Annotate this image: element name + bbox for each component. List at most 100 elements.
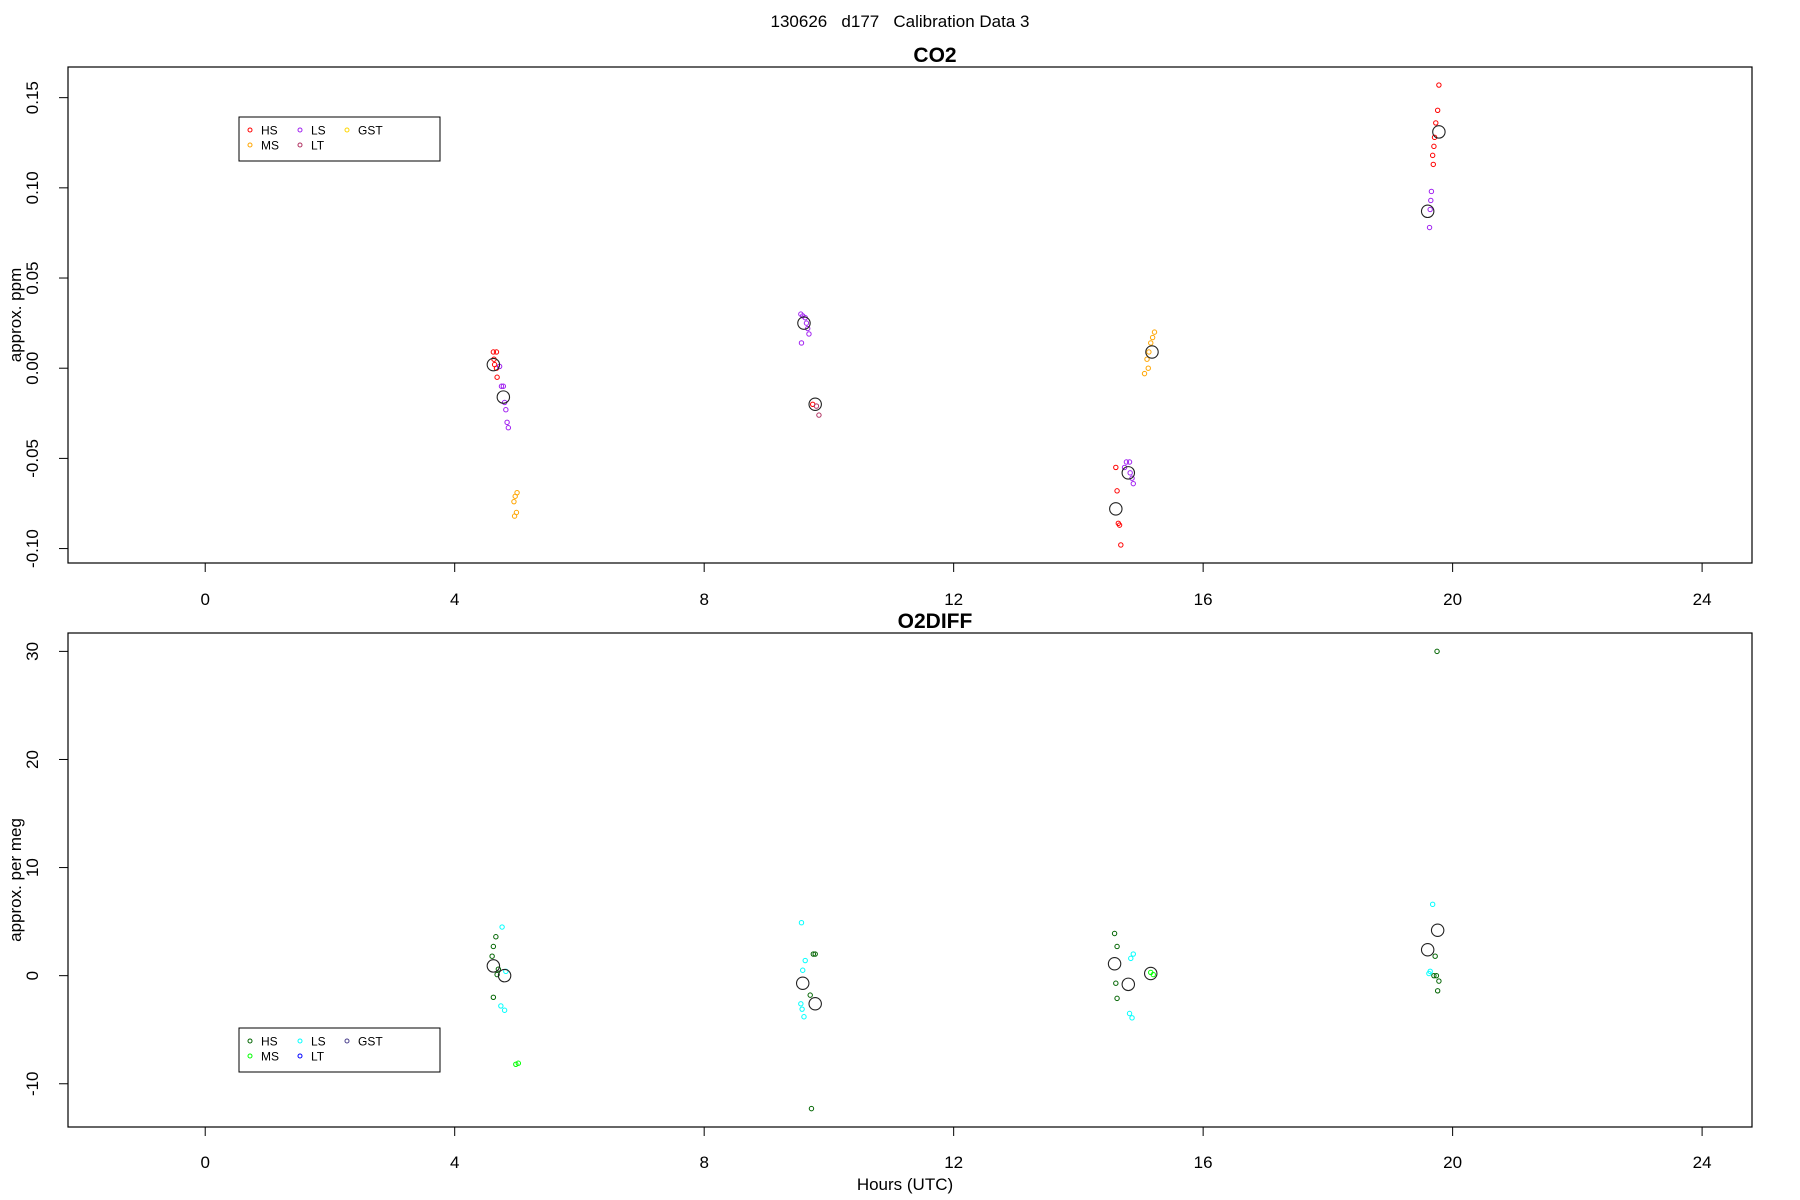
data-point <box>495 966 502 972</box>
legend-label: MS <box>261 139 279 153</box>
mean-marker <box>1121 977 1136 992</box>
data-point <box>1436 978 1442 984</box>
mean-marker <box>497 968 512 983</box>
data-point <box>1127 470 1133 476</box>
data-point <box>500 383 507 389</box>
x-tick-label: 0 <box>200 1153 209 1172</box>
x-tick-label: 16 <box>1194 1153 1213 1172</box>
legend-marker <box>344 1038 350 1044</box>
data-point <box>1150 971 1156 978</box>
x-tick-label: 24 <box>1693 1153 1712 1172</box>
data-point <box>1123 459 1130 465</box>
data-point <box>1148 340 1154 346</box>
x-tick-label: 20 <box>1443 590 1462 609</box>
legend: HS LS GST MS LT <box>238 116 441 162</box>
series-ms <box>513 969 1156 1068</box>
data-point <box>501 1007 508 1013</box>
data-point <box>1130 480 1136 487</box>
data-point <box>806 331 812 337</box>
data-point <box>799 1006 805 1012</box>
data-point <box>1118 542 1124 548</box>
data-point <box>1428 197 1434 204</box>
data-point <box>1141 370 1148 377</box>
data-point <box>800 967 806 973</box>
panel-o2diff: O2DIFF 0 4 8 12 16 20 24 -10 0 10 20 30 approx. per m… <box>6 610 1753 1194</box>
data-point <box>1434 648 1440 655</box>
data-point <box>505 425 512 431</box>
data-point <box>810 951 817 957</box>
legend-box <box>238 116 441 162</box>
data-point <box>1433 972 1440 979</box>
data-point <box>1145 365 1151 371</box>
y-tick-label: -0.05 <box>23 439 42 478</box>
data-point <box>1433 120 1439 126</box>
data-point <box>1114 488 1120 494</box>
data-point <box>812 951 818 957</box>
data-point <box>1126 459 1133 465</box>
mean-marker <box>1107 957 1122 971</box>
data-point <box>807 992 813 998</box>
mean-marker <box>486 959 501 973</box>
data-point <box>1430 161 1436 168</box>
data-point <box>499 924 505 930</box>
data-point <box>1146 349 1152 355</box>
x-tick-label: 12 <box>944 1153 963 1172</box>
data-point <box>1129 1015 1135 1021</box>
x-tick-label: 24 <box>1693 590 1712 609</box>
data-point <box>1434 988 1441 994</box>
data-point <box>1116 522 1123 528</box>
data-point <box>1113 464 1119 471</box>
data-point <box>513 1061 519 1068</box>
data-point <box>494 374 500 380</box>
legend-label: HS <box>261 1035 278 1049</box>
y-tick-label: 20 <box>23 750 42 769</box>
y-tick-label: 30 <box>23 642 42 661</box>
x-tick-label: 4 <box>450 1153 459 1172</box>
mean-marker <box>1109 502 1123 516</box>
legend: HS LS GST MS LT <box>238 1027 441 1073</box>
series-hs <box>490 82 1442 548</box>
data-point <box>490 349 497 355</box>
mean-marker <box>1143 966 1158 981</box>
data-point <box>1436 82 1442 88</box>
series-ls <box>498 901 1436 1021</box>
legend-box <box>238 1027 441 1073</box>
legend-marker <box>247 1053 253 1059</box>
x-tick-label: 0 <box>200 590 209 609</box>
data-point <box>1432 953 1438 959</box>
y-tick-label: -10 <box>23 1071 42 1096</box>
data-point <box>1121 464 1128 471</box>
series-ls <box>496 188 1435 487</box>
data-point <box>493 349 500 355</box>
x-tick-label: 20 <box>1443 1153 1462 1172</box>
data-point <box>1431 143 1437 150</box>
data-point <box>798 1001 804 1007</box>
legend-label: MS <box>261 1050 279 1064</box>
y-tick-label: -0.10 <box>23 529 42 568</box>
data-point <box>493 934 499 940</box>
legend-marker <box>344 127 350 133</box>
data-point <box>1144 356 1150 362</box>
data-point <box>801 1014 807 1020</box>
mean-marker <box>808 397 822 412</box>
data-point <box>1426 224 1433 231</box>
data-point <box>1428 188 1435 195</box>
data-point <box>1114 943 1120 950</box>
mean-marker <box>1121 466 1136 480</box>
y-tick-label: 0.05 <box>23 261 42 294</box>
data-point <box>1431 972 1437 979</box>
x-tick-label: 12 <box>944 590 963 609</box>
y-tick-label: 10 <box>23 858 42 877</box>
data-point <box>511 513 518 519</box>
mean-marker <box>1420 942 1435 957</box>
series-hs <box>489 648 1442 1112</box>
legend-marker <box>247 1038 253 1044</box>
data-point <box>813 403 820 409</box>
data-point <box>1114 995 1120 1002</box>
x-tick-label: 8 <box>699 1153 708 1172</box>
data-point <box>498 1003 504 1009</box>
y-tick-label: 0.10 <box>23 171 42 204</box>
mean-marker <box>486 357 501 372</box>
mean-marker <box>1432 125 1446 139</box>
data-point <box>803 320 810 326</box>
